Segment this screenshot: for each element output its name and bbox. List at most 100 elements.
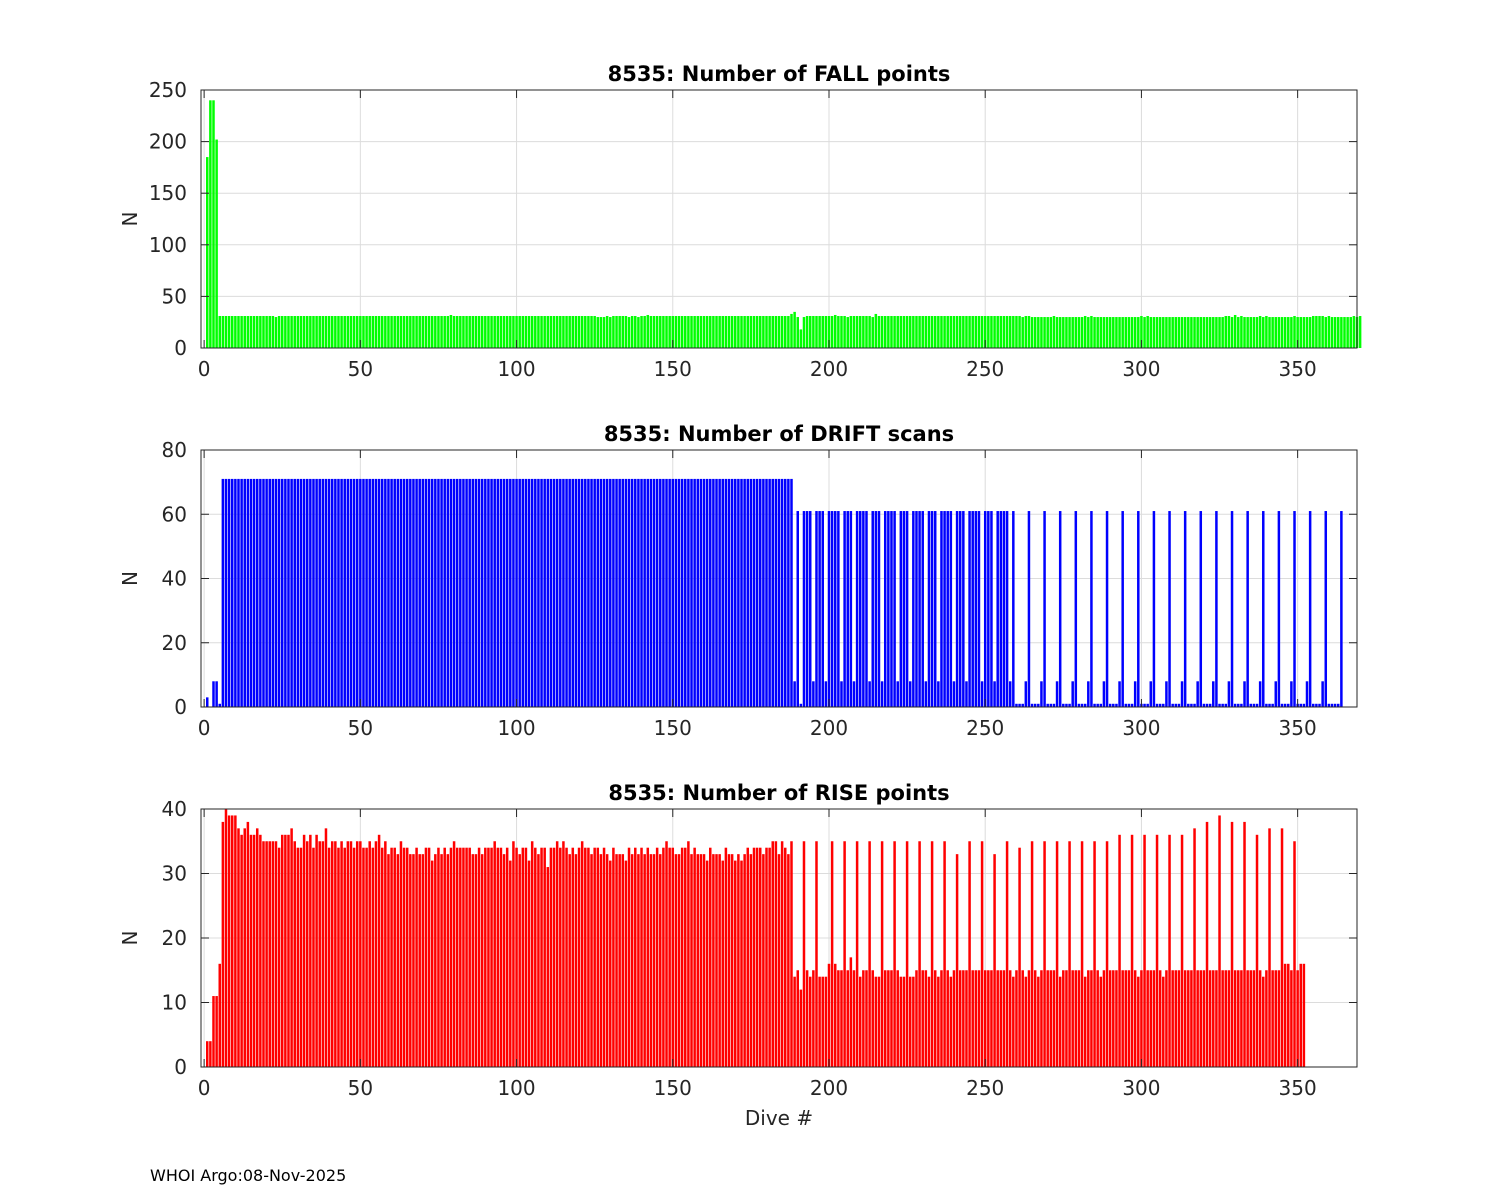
x-tick-label: 50 bbox=[348, 357, 373, 381]
bar bbox=[480, 478, 484, 707]
bar bbox=[405, 316, 409, 348]
bar bbox=[1302, 703, 1306, 707]
bar bbox=[999, 511, 1003, 707]
bar bbox=[1046, 317, 1049, 348]
bar bbox=[1233, 314, 1237, 348]
bar bbox=[580, 316, 584, 348]
bar bbox=[230, 815, 234, 1067]
bar bbox=[871, 970, 874, 1067]
bar bbox=[730, 854, 734, 1067]
bar bbox=[1296, 317, 1299, 348]
bar bbox=[949, 976, 953, 1067]
x-tick-label: 150 bbox=[654, 1076, 692, 1100]
bar bbox=[1027, 316, 1031, 348]
bar bbox=[718, 478, 721, 707]
bar bbox=[530, 478, 534, 707]
bar bbox=[577, 316, 581, 348]
bar bbox=[793, 311, 796, 348]
bar bbox=[365, 847, 368, 1067]
x-tick-label: 200 bbox=[810, 716, 848, 740]
bar bbox=[987, 970, 990, 1067]
bar bbox=[1074, 317, 1078, 348]
bar bbox=[827, 316, 831, 348]
bar bbox=[1243, 317, 1246, 348]
bar bbox=[440, 316, 443, 348]
bar bbox=[1221, 970, 1224, 1067]
bar bbox=[746, 478, 750, 707]
bar bbox=[1249, 703, 1253, 707]
bar bbox=[474, 478, 478, 707]
bar bbox=[284, 478, 287, 707]
bar bbox=[387, 316, 390, 348]
bar bbox=[518, 854, 521, 1067]
bar bbox=[518, 478, 521, 707]
bar bbox=[412, 316, 415, 348]
bar bbox=[699, 854, 703, 1067]
bar bbox=[930, 316, 934, 348]
bar bbox=[921, 316, 924, 348]
bar bbox=[227, 815, 231, 1067]
bar bbox=[243, 478, 246, 707]
bar bbox=[271, 316, 275, 348]
bar bbox=[968, 841, 971, 1067]
bar bbox=[705, 478, 709, 707]
bar bbox=[1133, 317, 1137, 348]
bar bbox=[855, 316, 859, 348]
bar bbox=[624, 478, 628, 707]
bar bbox=[668, 316, 671, 348]
bar bbox=[462, 847, 465, 1067]
bar bbox=[974, 511, 978, 707]
bar bbox=[396, 478, 400, 707]
bar bbox=[627, 847, 631, 1067]
bar bbox=[1002, 970, 1006, 1067]
bar bbox=[309, 834, 312, 1067]
bar bbox=[1090, 511, 1093, 707]
bar bbox=[1096, 703, 1099, 707]
bar bbox=[1083, 316, 1087, 348]
bar bbox=[368, 316, 371, 348]
bar bbox=[1096, 317, 1099, 348]
bar bbox=[1330, 703, 1334, 707]
bar bbox=[877, 976, 881, 1067]
bar bbox=[655, 478, 659, 707]
bar bbox=[1133, 681, 1137, 707]
bar bbox=[865, 511, 868, 707]
bar bbox=[337, 478, 340, 707]
y-tick-label: 50 bbox=[162, 284, 187, 308]
bar bbox=[1177, 703, 1181, 707]
bar bbox=[999, 316, 1003, 348]
bar bbox=[1287, 963, 1290, 1067]
bar bbox=[1015, 316, 1018, 348]
bar bbox=[1321, 681, 1324, 707]
bar bbox=[502, 478, 506, 707]
bar bbox=[674, 854, 678, 1067]
bar bbox=[1215, 317, 1218, 348]
bar bbox=[459, 847, 462, 1067]
bar bbox=[1277, 970, 1281, 1067]
bar bbox=[793, 976, 796, 1067]
x-tick-label: 0 bbox=[198, 357, 211, 381]
bar bbox=[705, 860, 709, 1067]
bar bbox=[946, 511, 949, 707]
y-tick-label: 60 bbox=[162, 502, 187, 526]
bar bbox=[699, 316, 703, 348]
bar bbox=[374, 316, 378, 348]
bar bbox=[305, 316, 309, 348]
y-tick-label: 40 bbox=[162, 567, 187, 591]
bar bbox=[1265, 703, 1268, 707]
bar bbox=[987, 316, 990, 348]
bar bbox=[568, 478, 571, 707]
bar bbox=[218, 316, 221, 348]
bar bbox=[918, 511, 921, 707]
bar bbox=[727, 478, 731, 707]
bar bbox=[1299, 703, 1303, 707]
bar bbox=[1337, 703, 1340, 707]
bar bbox=[724, 478, 728, 707]
bar bbox=[818, 976, 821, 1067]
bar bbox=[890, 316, 893, 348]
bar bbox=[1302, 963, 1306, 1067]
bar bbox=[1168, 317, 1171, 348]
fall-points-chart: 0 50 100 150 200 250 300 350 0 50 100 150 200 250 8535… bbox=[118, 62, 1362, 381]
bar bbox=[840, 970, 843, 1067]
